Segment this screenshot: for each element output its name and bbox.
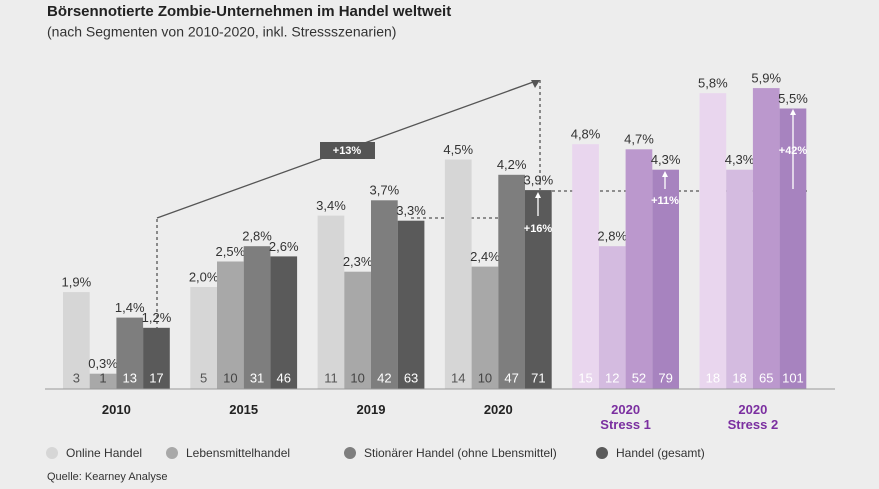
value-label: 4,7% (624, 132, 654, 147)
value-label: 2,3% (343, 254, 373, 269)
value-label: 0,3% (88, 356, 118, 371)
bar (572, 144, 599, 389)
x-tick-label: 2020 Stress 1 (600, 402, 651, 432)
bar (471, 266, 499, 389)
legend-label: Handel (gesamt) (616, 446, 705, 460)
count-label: 101 (782, 370, 804, 385)
bar (444, 159, 472, 389)
value-label: 2,6% (269, 239, 299, 254)
change-arrows (535, 109, 796, 216)
count-label: 15 (578, 370, 592, 385)
value-label: 1,2% (142, 310, 172, 325)
value-label: 2,4% (470, 249, 500, 264)
bar (217, 261, 244, 389)
x-tick-label: 2010 (101, 402, 131, 417)
value-label: 4,5% (443, 142, 473, 157)
annotation: +16% (524, 223, 553, 235)
count-label: 65 (759, 370, 773, 385)
count-label: 10 (223, 370, 237, 385)
legend-swatch (344, 447, 356, 459)
bar (243, 246, 271, 389)
bar (89, 373, 117, 389)
value-label: 3,7% (370, 183, 400, 198)
bar (625, 149, 653, 389)
value-label: 2,5% (216, 244, 246, 259)
count-label: 10 (350, 370, 364, 385)
value-label: 3,9% (524, 173, 554, 188)
bar (397, 220, 425, 389)
count-label: 12 (605, 370, 619, 385)
legend-swatch (46, 447, 58, 459)
count-label: 3 (73, 370, 80, 385)
chart-title: Börsennotierte Zombie-Unternehmen im Han… (47, 3, 451, 20)
count-label: 47 (504, 370, 518, 385)
value-label: 1,4% (115, 300, 145, 315)
value-label: 4,8% (571, 127, 601, 142)
chart-subtitle: (nach Segmenten von 2010-2020, inkl. Str… (47, 24, 396, 40)
bar (699, 93, 727, 389)
value-label: 2,8% (597, 229, 627, 244)
count-label: 42 (377, 370, 391, 385)
value-label: 1,9% (62, 275, 92, 290)
bar (143, 327, 170, 389)
bar (371, 200, 398, 389)
value-label: 4,3% (651, 152, 681, 167)
bar (63, 292, 90, 389)
value-label: 5,8% (698, 76, 728, 91)
value-label: 3,4% (316, 198, 346, 213)
x-tick-label: 2020 (483, 402, 513, 417)
bar (498, 174, 525, 389)
bar (344, 271, 371, 389)
bar (652, 169, 679, 389)
bar (525, 190, 552, 389)
count-label: 79 (658, 370, 672, 385)
bar (598, 246, 626, 389)
count-label: 13 (123, 370, 137, 385)
count-label: 31 (250, 370, 264, 385)
bar (317, 215, 345, 389)
annotation-box (320, 142, 375, 159)
count-label: 71 (531, 370, 545, 385)
annotation: +13% (333, 145, 362, 157)
count-label: 14 (451, 370, 465, 385)
x-tick-label: 2015 (229, 402, 259, 417)
source: Quelle: Kearney Analyse (47, 471, 167, 483)
count-label: 11 (324, 370, 338, 385)
count-label: 46 (277, 370, 291, 385)
value-label: 2,0% (189, 269, 219, 284)
x-tick-label: 2019 (356, 402, 386, 417)
value-label: 5,9% (751, 71, 781, 86)
legend-label: Lebensmittelhandel (186, 446, 290, 460)
x-tick-label: 2020 Stress 2 (727, 402, 779, 432)
value-label: 3,3% (396, 203, 426, 218)
bar (116, 317, 144, 389)
count-label: 63 (404, 370, 418, 385)
value-label: 5,5% (778, 91, 808, 106)
legend-label: Stionärer Handel (ohne Lbensmittel) (364, 446, 557, 460)
bar (190, 287, 217, 389)
value-label: 4,2% (497, 157, 527, 172)
count-label: 18 (706, 370, 720, 385)
annotation: +42% (779, 145, 808, 157)
count-label: 17 (149, 370, 163, 385)
annotation: +11% (651, 195, 679, 207)
count-label: 5 (200, 370, 207, 385)
legend-swatch (166, 447, 178, 459)
bar (270, 256, 298, 389)
value-label: 4,3% (725, 152, 755, 167)
count-label: 52 (632, 370, 646, 385)
legend-label: Online Handel (66, 446, 142, 460)
value-label: 2,8% (242, 229, 272, 244)
count-label: 10 (478, 370, 492, 385)
count-label: 1 (99, 370, 106, 385)
count-label: 18 (732, 370, 746, 385)
bar (752, 88, 780, 389)
bar (726, 169, 753, 389)
legend-swatch (596, 447, 608, 459)
